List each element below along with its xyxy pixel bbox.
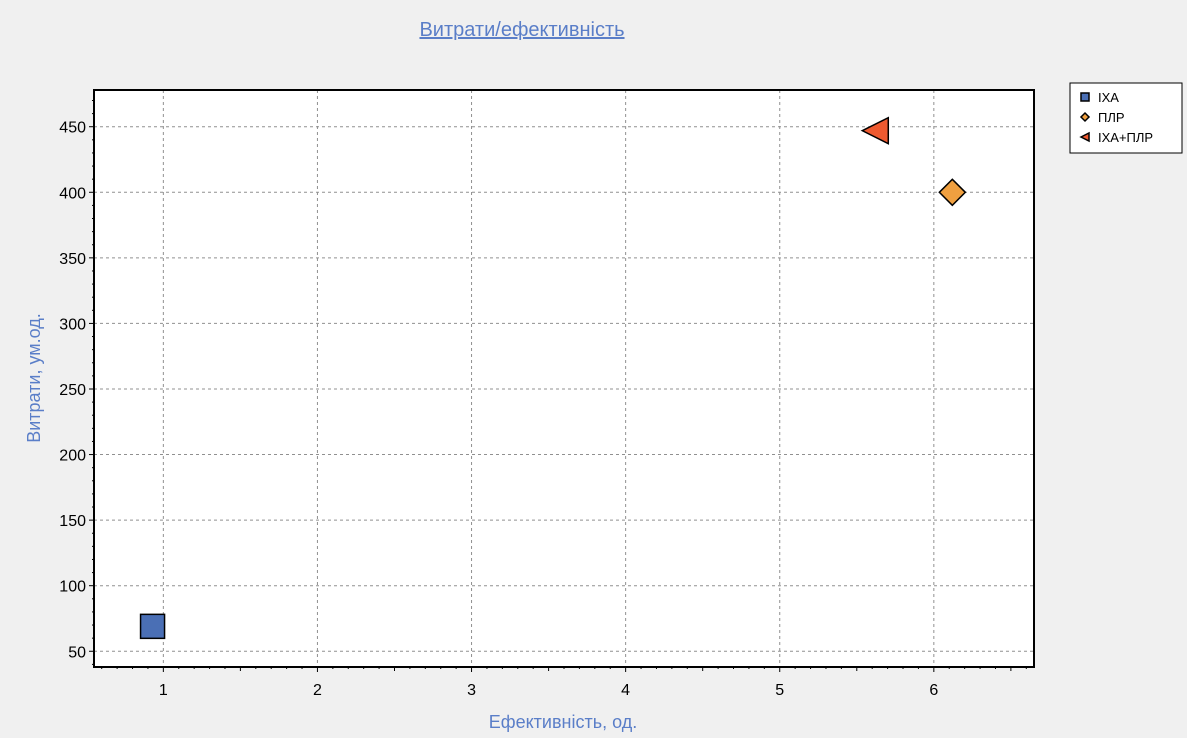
chart-title[interactable]: Витрати/ефективність [419,19,624,41]
x-tick-label: 3 [467,682,476,699]
data-points [139,116,967,640]
x-tick-label: 6 [929,682,938,699]
y-tick-label: 450 [59,120,86,137]
x-tick-label: 2 [313,682,322,699]
legend-label: ПЛР [1098,110,1125,125]
y-tick-label: 250 [59,382,86,399]
legend-marker [1079,131,1090,143]
grid-lines [94,90,1034,667]
y-tick-label: 400 [59,185,86,202]
x-axis-label: Ефективність, од. [489,712,637,732]
data-point [938,178,967,207]
data-point [139,613,166,640]
x-tick-label: 5 [775,682,784,699]
y-axis-label: Витрати, ум.од. [24,313,44,443]
legend-marker [1080,92,1090,102]
axes: 1 2 3 4 5 6 50 100 150 200 250 300 350 400 450 [59,99,1027,699]
legend-label: ІХА+ПЛР [1098,130,1153,145]
legend: ІХА ПЛР ІХА+ПЛР [1069,82,1183,154]
y-tick-label: 350 [59,251,86,268]
y-tick-label: 200 [59,448,86,465]
legend-marker [1079,111,1091,123]
plot-area [94,90,1034,667]
x-tick-label: 4 [621,682,630,699]
y-tick-label: 100 [59,579,86,596]
y-tick-label: 150 [59,513,86,530]
y-tick-label: 50 [68,644,86,661]
y-tick-label: 300 [59,316,86,333]
x-tick-label: 1 [159,682,168,699]
data-point [860,116,890,145]
plot-frame [93,89,1035,668]
legend-label: ІХА [1098,90,1119,105]
